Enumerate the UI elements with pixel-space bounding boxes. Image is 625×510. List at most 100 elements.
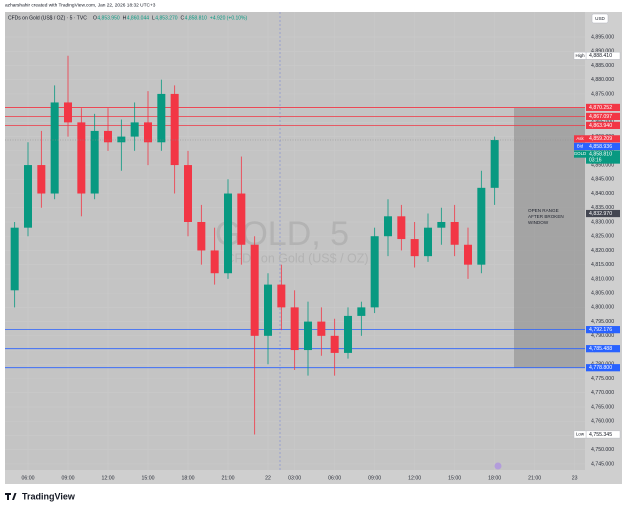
y-tick-label: 4,880.000 [591, 77, 614, 83]
legend-change: +4.920 (+0.10%) [210, 15, 248, 21]
price-label: 4,888.410 [589, 53, 612, 59]
price-label: 4,858.936 [589, 144, 612, 150]
legend-key: O [93, 15, 97, 21]
candle-body [237, 193, 246, 245]
price-label-name: Low [576, 432, 585, 437]
x-tick-label: 22 [265, 475, 271, 481]
range-box [514, 108, 585, 368]
legend-value: 4,853.950 [97, 15, 119, 21]
candle-body [250, 244, 259, 336]
candle-body [277, 284, 286, 308]
x-tick-label: 18:00 [182, 475, 195, 481]
price-label: 4,832.970 [589, 211, 612, 217]
y-tick-label: 4,760.000 [591, 419, 614, 425]
y-tick-label: 4,835.000 [591, 205, 614, 211]
y-tick-label: 4,790.000 [591, 333, 614, 339]
legend-value: 4,858.810 [185, 15, 207, 21]
price-label-name: GOLD [574, 151, 586, 156]
header: azharshahir created with TradingView.com… [5, 2, 156, 8]
currency-button[interactable] [591, 13, 609, 24]
legend-key: L [152, 15, 155, 21]
candle-body [50, 102, 59, 194]
currency[interactable]: USD [595, 16, 605, 21]
watermark-description: CFDs on Gold (US$ / OZ) [225, 251, 368, 265]
candle-body [224, 193, 232, 274]
annotation-line: OPEN RANGE [528, 208, 559, 213]
y-tick-label: 4,830.000 [591, 219, 614, 225]
candle-body [397, 216, 406, 240]
symbol: CFDs on Gold (US$ / OZ) · 5 · TVC [8, 15, 87, 21]
price-label: 4,755.345 [589, 432, 612, 438]
candle-body [64, 102, 72, 123]
price-label: 4,792.176 [589, 327, 612, 333]
candle-body [290, 307, 299, 351]
price-label-name: Bid [577, 144, 584, 149]
x-tick-label: 15:00 [142, 475, 155, 481]
y-tick-label: 4,840.000 [591, 191, 614, 197]
candle-body [424, 227, 432, 257]
candle-body [197, 221, 206, 251]
price-label: 4,870.252 [589, 105, 612, 111]
candle-body [437, 221, 446, 228]
price-label-name-box [573, 51, 587, 60]
price-label-box [586, 209, 620, 218]
candle-body [384, 216, 392, 237]
y-tick-label: 4,890.000 [591, 49, 614, 55]
y-tick-label: 4,885.000 [591, 63, 614, 69]
event-icon[interactable] [494, 462, 502, 470]
x-tick-label: 23 [572, 475, 578, 481]
plot-area [5, 12, 585, 470]
price-label-box [586, 135, 620, 143]
price-label: 4,778.800 [589, 365, 612, 371]
x-tick-label: 12:00 [408, 475, 421, 481]
y-tick-label: 4,825.000 [591, 234, 614, 240]
legend-key: C [181, 15, 185, 21]
candle-body [77, 122, 86, 194]
watermark-symbol: GOLD, 5 [215, 215, 349, 253]
x-tick-label: 09:00 [368, 475, 381, 481]
candle-body [410, 239, 419, 257]
candle-body [117, 136, 126, 143]
candle-body [90, 130, 99, 194]
time-axis [5, 470, 622, 484]
price-label-name: Ask [576, 136, 584, 141]
x-tick-label: 21:00 [528, 475, 541, 481]
countdown: 03:16 [589, 157, 602, 163]
price-label-name-box [574, 135, 586, 143]
candle-body [370, 236, 379, 308]
candle-body [464, 244, 472, 265]
x-tick-label: 18:00 [488, 475, 501, 481]
legend-key: H [123, 15, 127, 21]
price-label-box [586, 150, 620, 164]
y-tick-label: 4,770.000 [591, 390, 614, 396]
y-tick-label: 4,795.000 [591, 319, 614, 325]
y-tick-label: 4,800.000 [591, 305, 614, 311]
legend-value: 4,860.044 [127, 15, 149, 21]
y-tick-label: 4,895.000 [591, 34, 614, 40]
candle-body [304, 321, 312, 351]
y-tick-label: 4,850.000 [591, 162, 614, 168]
candle-body [170, 93, 179, 166]
y-tick-label: 4,775.000 [591, 376, 614, 382]
candle-body [104, 130, 112, 143]
price-label: 4,785.488 [589, 346, 612, 352]
x-tick-label: 06:00 [328, 475, 341, 481]
logo-mark [5, 493, 17, 500]
y-tick-label: 4,875.000 [591, 91, 614, 97]
price-label-box [586, 112, 620, 121]
x-tick-label: 21:00 [222, 475, 235, 481]
candle-body [24, 165, 32, 228]
x-tick-label: 09:00 [62, 475, 75, 481]
candle-body [330, 335, 339, 353]
price-label: 4,867.097 [589, 114, 612, 120]
ohlc-legend: O 4,853.950 H 4,860.044 L 4,853.270 C 4,858.810… [93, 15, 248, 21]
candle-body [144, 122, 152, 143]
candle-body [130, 122, 139, 137]
y-tick-label: 4,815.000 [591, 262, 614, 268]
candle-body [210, 250, 219, 274]
y-tick-label: 4,845.000 [591, 177, 614, 183]
y-tick-label: 4,805.000 [591, 291, 614, 297]
logo-text: TradingView [22, 491, 76, 501]
